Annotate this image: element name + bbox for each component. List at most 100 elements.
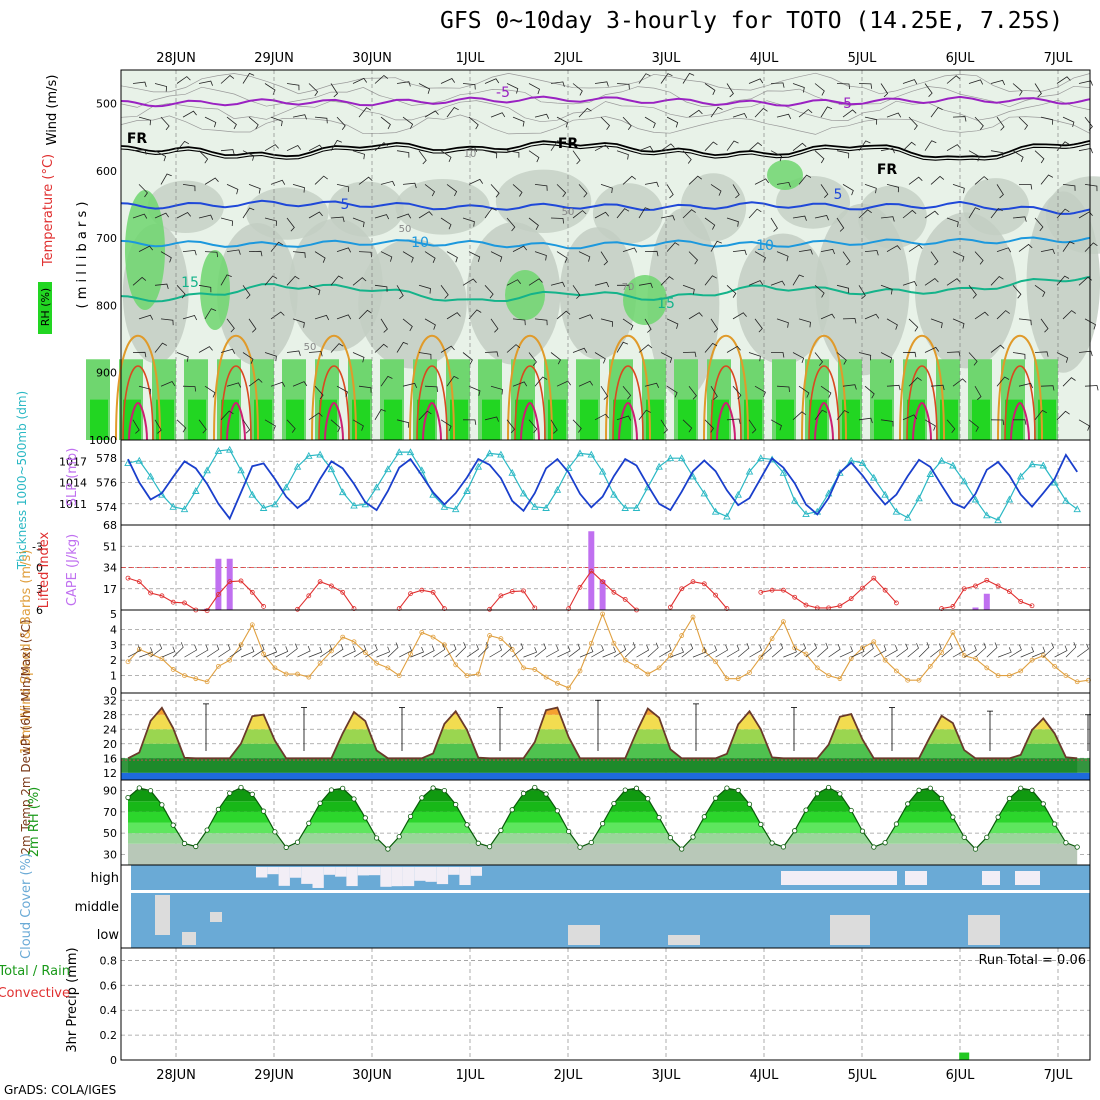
wind-barb [352,77,368,84]
rh-marker [679,846,685,852]
thickness-marker [474,462,483,470]
wind-barb [682,284,695,295]
wind-barb [990,207,1003,219]
wind-speed-marker [408,651,413,657]
slp-axis-title: SLP (mb) [65,448,80,507]
wind-barb [930,251,939,266]
wind-barb [1056,76,1071,84]
wind-barb [1018,243,1033,252]
wind-barb [924,346,940,353]
wind-barb [176,285,186,299]
rh-marker [758,821,764,827]
thickness-marker [892,507,901,515]
wind-barb [204,251,218,258]
wind-speed-marker [295,671,300,677]
contour-label: 10 [756,238,774,254]
wind-barb [974,386,982,401]
isotherm-25 [612,365,644,441]
wind-barb [858,140,871,151]
wind-barb [688,109,703,118]
wind-barb [770,217,778,232]
wind-barb [418,410,432,421]
wind-barb [396,213,412,219]
wind-speed-marker [939,650,944,655]
wind-barb [704,275,717,286]
wind-barb [308,83,319,97]
li-tick: 0 [36,562,43,575]
surface-wind-barb [184,644,198,658]
isotherm-15 [120,275,1091,303]
wind-speed-marker [645,671,651,677]
wind-barb [726,418,741,424]
wind-barb [1078,211,1093,219]
surface-wind-barb [964,645,977,658]
wind-barb [286,275,300,286]
wind-barb [594,281,610,288]
wind-barb [682,209,696,219]
wind-barb [160,173,172,185]
lifted-index-marker [611,589,617,595]
wind-barb [1084,184,1098,192]
wind-barb [666,318,679,329]
wind-barb [776,181,791,188]
wind-barb [352,217,365,228]
wind-barb [622,385,632,400]
cape-bar [204,608,211,610]
slp-tick: 1017 [59,455,87,468]
wind-barb [490,318,499,333]
wind-speed-marker [747,670,752,675]
wind-barb [484,285,494,299]
rh-marker [170,822,176,828]
lifted-index-marker [408,591,413,597]
wind-barb [908,318,919,332]
wind-speed-marker [204,679,210,685]
wind-barb [270,116,283,127]
rh-marker [792,828,798,834]
thickness-marker [700,489,709,497]
lifted-index-marker [600,579,605,585]
rh-marker [1006,795,1013,801]
surface-wind-barb [444,644,457,658]
surface-wind-barb [817,642,829,658]
wind-barb [616,208,630,219]
wind-barb [792,83,805,93]
wind-barb [374,284,388,292]
rh-marker [984,834,990,840]
temp-color-band [128,743,1078,759]
wind-speed-marker [215,663,221,669]
cloud-gap [256,867,268,878]
surface-wind-barb [127,645,141,658]
wind-barb [484,416,499,422]
wind-barb [330,275,344,286]
wind-barb [1078,419,1090,431]
surface-wind-barb [1043,642,1055,658]
lifted-index-marker [1029,603,1035,609]
precip-axis-title: 3hr Precip (mm) [65,947,80,1052]
isotherm-25 [514,365,546,441]
wind-speed-marker [385,665,391,671]
rh-dark-region [580,399,598,440]
wind-speed-marker [396,673,402,678]
wind-barb [902,141,916,151]
rh-marker [430,785,436,791]
wind-barb [688,385,697,400]
wind-speed-marker [566,685,572,691]
wind-barb [594,211,610,219]
wind-barb [770,150,783,162]
wind-speed-marker [543,674,549,680]
wind-speed-marker [362,650,368,655]
rh-marker [385,846,391,852]
wind-speed-marker [159,656,165,662]
surface-wind-barb [839,646,854,658]
lifted-index-marker [306,593,312,599]
temp-color-band [128,729,1078,744]
wind-barb [1040,174,1054,185]
wind-barb [182,184,196,192]
surface-wind-barb [862,643,874,658]
lifted-index-marker [487,606,493,612]
wind-barb [968,207,981,219]
wind-speed-marker [238,642,244,648]
wind-barb [864,184,877,194]
lifted-index-marker [159,593,165,599]
wind-barb [462,352,473,365]
